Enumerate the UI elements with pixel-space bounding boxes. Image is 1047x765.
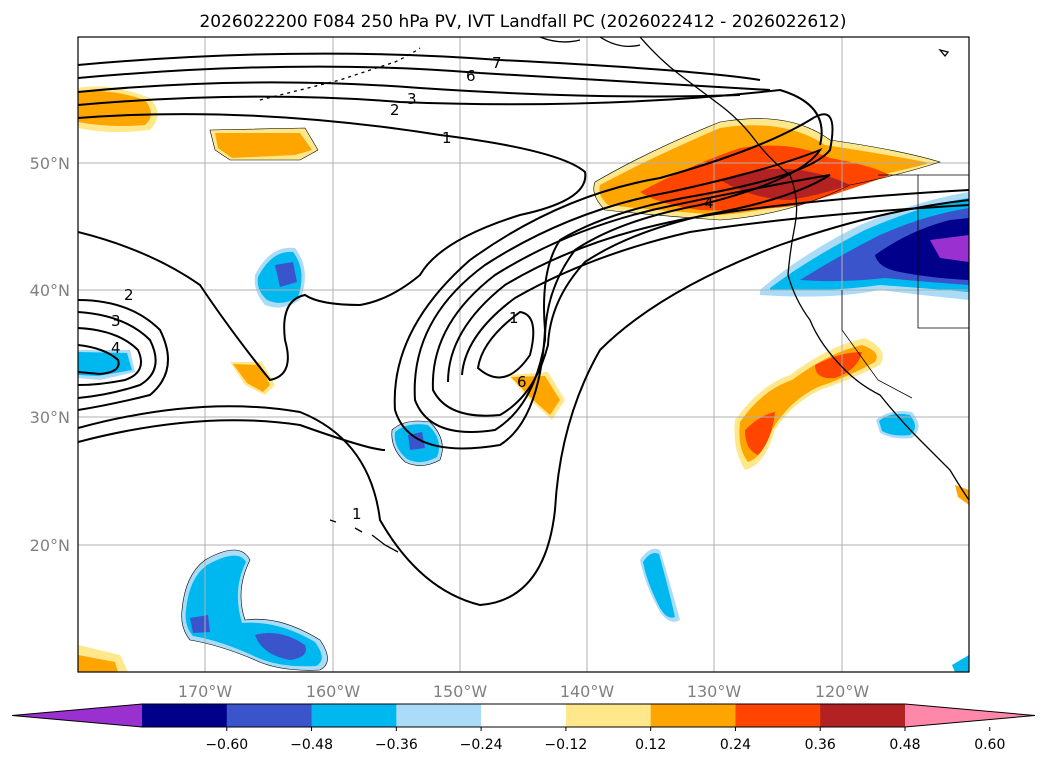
pv-contour-3 (78, 81, 741, 98)
pv-contour-3-west (78, 311, 157, 399)
map-frame (77, 36, 970, 673)
contour-label: 3 (407, 90, 417, 108)
pv-contour-1-north (78, 113, 587, 382)
colorbar-segment (396, 704, 482, 727)
lat-label: 30°N (30, 408, 70, 427)
pv-contour-4-west (78, 327, 142, 386)
colorbar-tick-label: −0.12 (544, 737, 587, 753)
contour-label: 6 (466, 67, 476, 85)
outline (209, 127, 319, 161)
lon-label: 130°W (687, 682, 742, 701)
colorbar-segment (226, 704, 313, 727)
lon-label: 120°W (815, 682, 870, 701)
pv-contour-5-trough (447, 189, 969, 383)
colorbar-segment (142, 704, 228, 727)
lon-label: 160°W (306, 682, 361, 701)
pv-contour-7-core (476, 310, 535, 379)
map-title: 2026022200 F084 250 hPa PV, IVT Landfall… (199, 12, 846, 32)
gridlines (78, 37, 969, 672)
positive-anomaly (233, 364, 270, 392)
negative-anomaly-strong (255, 632, 306, 660)
hawaii-islands (329, 519, 399, 553)
contour-labels: 7 6 3 2 1 1 2 3 4 4 6 1 (111, 54, 714, 523)
aleutian-islands (259, 47, 421, 101)
outline (593, 118, 942, 221)
contour-label: 4 (704, 194, 714, 212)
lon-label: 150°W (433, 682, 488, 701)
positive-anomaly-strong (815, 352, 862, 379)
pv-contour-5-west (78, 344, 120, 376)
colorbar-segment (481, 704, 567, 727)
negative-anomaly-strong (275, 262, 297, 287)
outline (181, 549, 328, 671)
contour-label: 1 (509, 309, 519, 327)
alaska-coast (539, 37, 641, 48)
contour-label: 4 (111, 339, 121, 357)
colorbar-tick-label: 0.24 (720, 737, 751, 753)
colorbar-tick-label: 0.12 (635, 737, 666, 753)
positive-anomaly (511, 376, 560, 415)
pv-contour-1-south (78, 419, 386, 451)
contour-label: 6 (517, 373, 527, 391)
colorbar-tick-label: 0.60 (974, 737, 1005, 753)
colorbar-segment (650, 704, 736, 727)
lon-label: 140°W (560, 682, 615, 701)
colorbar-outline (11, 703, 1036, 728)
lat-label: 40°N (30, 281, 70, 300)
colorbar: −0.60 −0.48 −0.36 −0.24 −0.12 0.12 0.24 0.36 0.4… (11, 703, 1036, 753)
colorbar-segment (565, 704, 652, 727)
colorbar-extend-min (12, 704, 142, 727)
pv-contour-2-west (78, 299, 169, 411)
contour-label: 3 (111, 312, 121, 330)
coastlines (259, 37, 969, 553)
pv-contour-1-trough (78, 199, 969, 607)
north-america-coast (639, 37, 969, 501)
colorbar-segment (820, 704, 906, 727)
contour-label: 7 (492, 54, 502, 72)
pv-contour-7 (78, 52, 761, 81)
colorbar-tick-label: −0.36 (375, 737, 418, 753)
colorbar-tick-label: −0.60 (205, 737, 248, 753)
contour-label: 2 (390, 101, 400, 119)
positive-anomaly (78, 655, 118, 672)
positive-anomaly (955, 485, 969, 505)
shade-outlines (181, 118, 942, 671)
coastal-detail (938, 48, 950, 58)
colorbar-tick-label: −0.48 (290, 737, 333, 753)
colorbar-tick-label: 0.36 (805, 737, 836, 753)
lat-label: 20°N (30, 536, 70, 555)
pv-contour-6-trough (461, 204, 969, 376)
colorbar-tick-label: 0.48 (889, 737, 920, 753)
negative-anomaly-extreme (930, 235, 969, 262)
pv-contour-4-trough (431, 174, 831, 417)
state-borders (841, 174, 969, 399)
pv-contour-2-trough (393, 113, 834, 450)
contour-label: 1 (442, 129, 452, 147)
pv-contour-2 (78, 88, 823, 146)
negative-anomaly (879, 413, 915, 436)
shaded-field-negative (78, 192, 969, 672)
map-panel: 7 6 3 2 1 1 2 3 4 4 6 1 (77, 36, 970, 673)
negative-anomaly (643, 553, 675, 618)
positive-anomaly-strong (745, 412, 775, 455)
latitude-labels: 50°N 40°N 30°N 20°N (30, 154, 70, 555)
positive-anomaly (215, 133, 312, 158)
colorbar-segment (735, 704, 821, 727)
lat-label: 50°N (30, 154, 70, 173)
negative-anomaly (952, 655, 969, 672)
colorbar-segment (311, 704, 397, 727)
negative-anomaly-peak (875, 218, 969, 280)
contour-label: 1 (352, 505, 362, 523)
map-content: 7 6 3 2 1 1 2 3 4 4 6 1 (78, 37, 969, 672)
lon-label: 170°W (178, 682, 233, 701)
contour-label: 2 (124, 286, 134, 304)
longitude-labels: 170°W 160°W 150°W 140°W 130°W 120°W (178, 682, 870, 701)
negative-anomaly (78, 352, 132, 376)
outline (391, 420, 443, 466)
colorbar-extend-max (905, 704, 1035, 727)
negative-anomaly-strong (190, 615, 210, 633)
colorbar-tick-label: −0.24 (460, 737, 503, 753)
